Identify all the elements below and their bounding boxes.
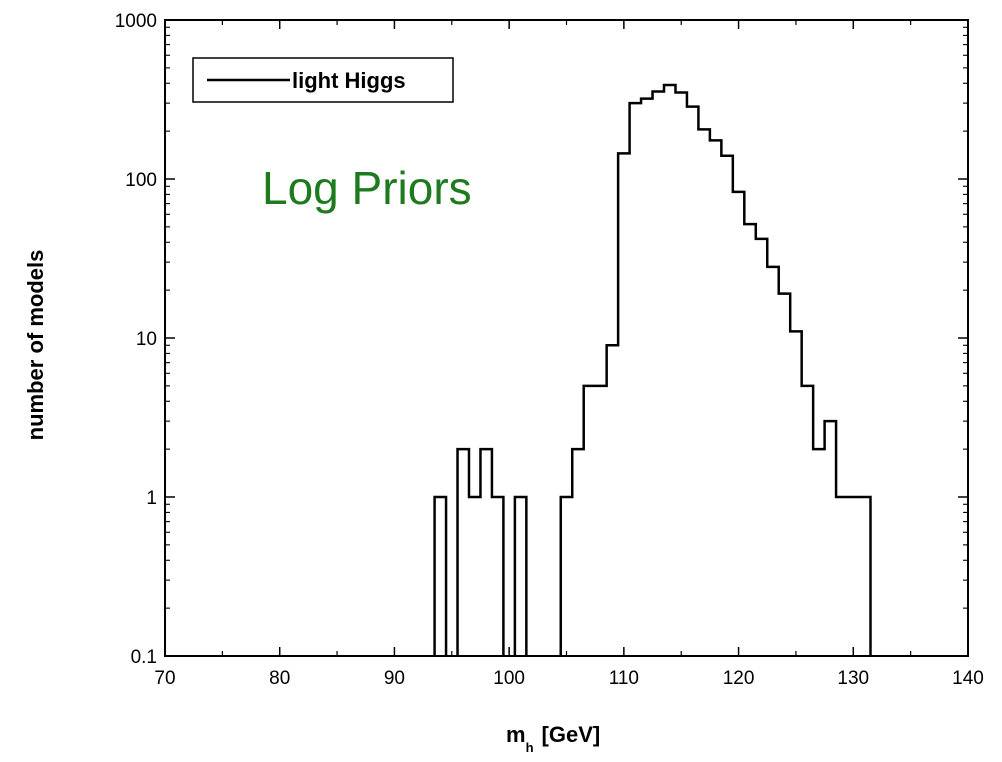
x-tick-label: 120 [723,668,755,689]
y-tick-label: 1 [146,488,157,509]
x-tick-label: 140 [952,668,984,689]
histogram-bin [687,107,698,656]
histogram-bin [710,140,721,656]
histogram-bin [653,92,664,656]
x-tick-label: 70 [154,668,175,689]
histogram-bin [836,497,870,656]
histogram-bin [790,331,801,656]
x-tick-label: 110 [609,668,639,689]
histogram-bin [607,345,618,656]
y-tick-label: 0.1 [131,647,157,668]
histogram-bin [698,129,709,656]
legend: light Higgs [192,57,454,103]
histogram-bin [630,103,641,656]
histogram-bin [561,497,572,656]
y-tick-label: 100 [125,170,157,191]
y-tick-label: 1000 [115,11,157,32]
histogram-bin [572,449,583,656]
histogram-bin [825,421,836,656]
histogram-bin [756,239,767,656]
histogram-bin [802,386,813,656]
y-axis-ticks: 0.1 1 10 100 1000 [115,11,968,668]
histogram-bin [721,156,732,656]
histogram-bin [480,449,491,656]
histogram-bin [515,497,526,656]
series-layer [433,83,872,656]
x-axis-title-main: m [506,722,526,747]
histogram-bin [458,449,469,656]
histogram-series-line [433,83,872,656]
y-tick-label: 10 [136,329,157,350]
histogram-bin [492,497,503,656]
x-axis-title: mh [GeV] [506,722,600,755]
histogram-bin [618,153,629,656]
histogram-bin [664,85,675,656]
y-axis-title: number of models [23,250,48,441]
histogram-bin [779,294,790,656]
histogram-bin [641,99,652,656]
histogram-bin [469,497,480,656]
histogram-bin [744,224,755,656]
histogram-bin [813,449,824,656]
x-tick-label: 90 [384,668,405,689]
x-axis-ticks: 70 80 90 100 110 120 130 140 [154,20,984,689]
histogram-bin [675,92,686,656]
x-axis-title-unit: [GeV] [542,722,601,747]
histogram-bin [584,386,607,656]
histogram-bin [767,267,778,656]
histogram-bin [733,192,744,656]
x-tick-label: 80 [269,668,290,689]
histogram-bin [435,497,446,656]
x-axis-title-sub: h [526,740,534,755]
log-priors-annotation: Log Priors [262,162,472,214]
x-tick-label: 100 [493,668,525,689]
legend-label: light Higgs [292,68,406,93]
x-tick-label: 130 [837,668,869,689]
